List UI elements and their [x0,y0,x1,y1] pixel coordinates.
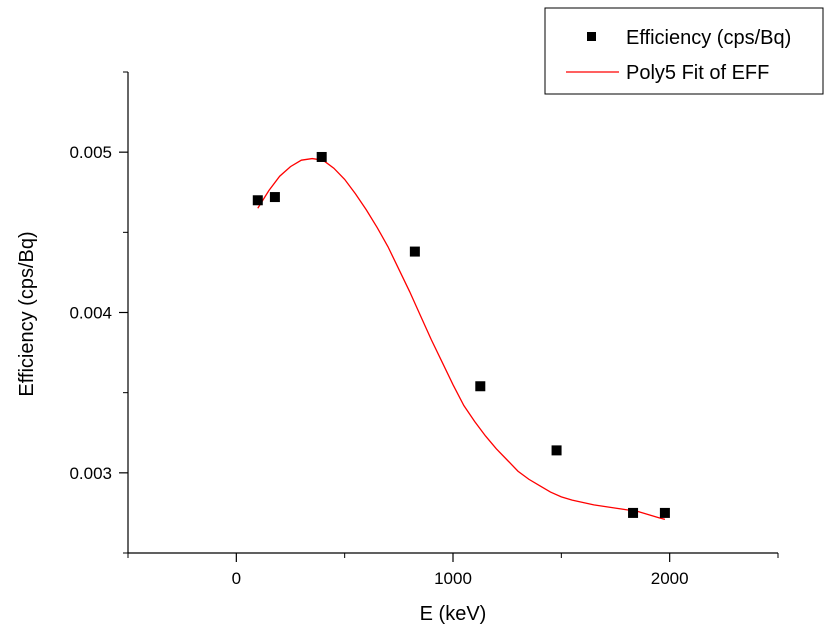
y-tick-label: 0.005 [69,143,112,162]
data-point [659,507,670,518]
data-point [269,192,280,203]
legend-box [544,7,824,95]
data-point [316,151,327,162]
legend-label-efficiency: Efficiency (cps/Bq) [626,27,791,49]
fit-curve-line [257,157,666,520]
data-point [551,445,562,456]
data-point [409,246,420,257]
axes: 0 1000 2000 0.003 0.004 0.005 [69,71,779,588]
y-tick-label: 0.004 [69,304,112,323]
plot-area [252,151,670,520]
legend-marker-square [587,32,596,41]
x-tick-label: 1000 [434,569,472,588]
x-axis-title: E (keV) [420,603,487,625]
data-point [628,507,639,518]
x-tick-label: 0 [232,569,241,588]
x-tick-label: 2000 [651,569,689,588]
y-tick-label: 0.003 [69,464,112,483]
data-point [252,195,263,206]
data-point [475,381,486,392]
y-axis-title: Efficiency (cps/Bq) [16,231,38,396]
legend: Efficiency (cps/Bq) Poly5 Fit of EFF [544,7,824,95]
legend-label-fit: Poly5 Fit of EFF [626,62,769,84]
